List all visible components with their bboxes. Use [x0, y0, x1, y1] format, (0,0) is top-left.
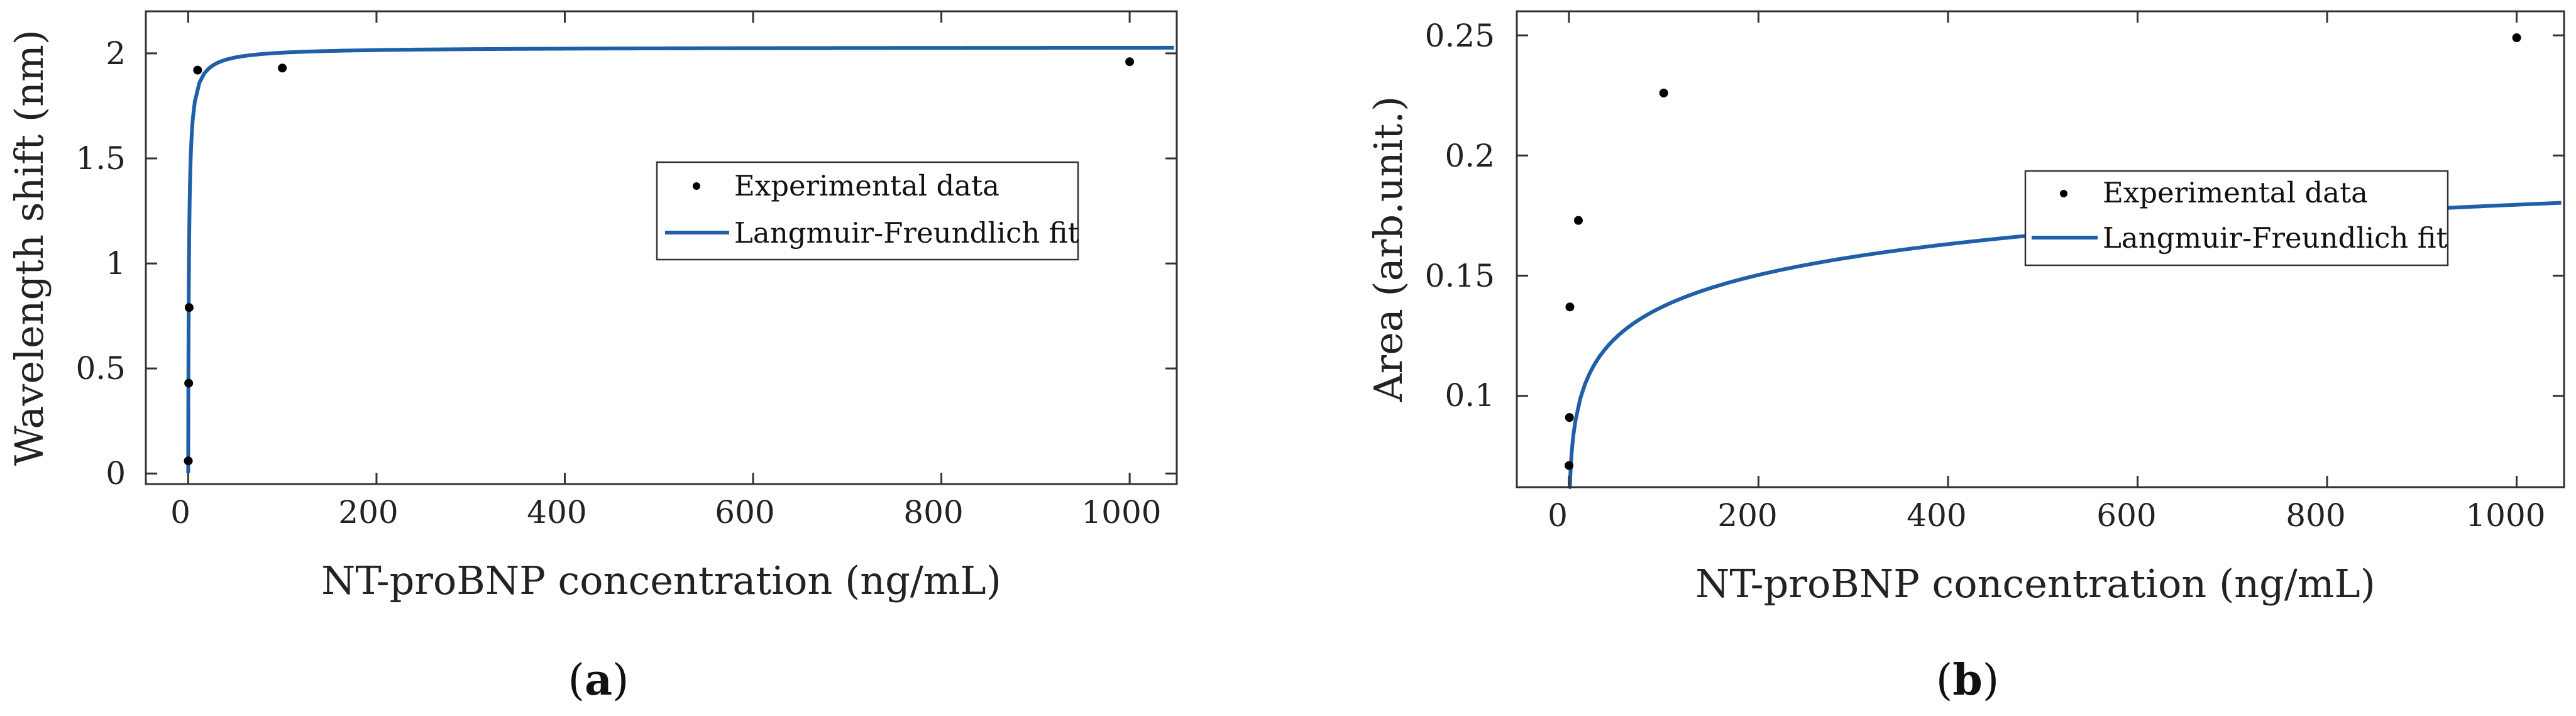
a-panel-letter: a: [585, 655, 612, 705]
b-plot-frame: [1516, 10, 2565, 488]
a-data-point-4: [278, 63, 287, 73]
b-legend-point-marker: [2060, 190, 2067, 197]
b-ytick-label-0.2: 0.2: [1445, 138, 1495, 174]
panel-a: 0 200 400 600 800 1000 0 0.5 1 1.5 2 NT-…: [6, 10, 1178, 705]
b-data-point-1: [1565, 413, 1574, 422]
b-legend-label-fit: Langmuir-Freundlich fit: [2103, 221, 2448, 255]
a-data-point-5: [1125, 57, 1135, 67]
a-xtick-label-400: 400: [527, 494, 586, 531]
a-data-point-3: [193, 65, 202, 75]
b-panel-label: (b): [1936, 655, 2000, 705]
b-xtick-label-1000: 1000: [2465, 497, 2545, 534]
a-xtick-label-600: 600: [715, 494, 774, 531]
b-ytick-label-0.15: 0.15: [1425, 258, 1495, 294]
b-legend: Experimental data Langmuir-Freundlich fi…: [2024, 170, 2449, 267]
a-xtick-label-200: 200: [338, 494, 398, 531]
a-legend-point-marker: [693, 182, 700, 190]
b-y-axis-label: Area (arb.unit.): [1365, 96, 1411, 402]
b-data-point-4: [1659, 88, 1668, 97]
a-ytick-label-2: 2: [106, 35, 126, 72]
b-legend-box: [2024, 170, 2449, 267]
b-ytick-label-0.1: 0.1: [1445, 377, 1495, 414]
a-legend-label-fit: Langmuir-Freundlich fit: [734, 216, 1079, 250]
a-ytick-label-1.5: 1.5: [75, 140, 126, 177]
b-ytick-label-0.25: 0.25: [1425, 18, 1495, 54]
a-data-point-0: [184, 456, 193, 466]
panel-b: 0 200 400 600 800 1000 0.1 0.15 0.2 0.25…: [1365, 10, 2565, 705]
a-axis-ticks: [146, 11, 1177, 484]
a-xtick-label-1000: 1000: [1081, 494, 1161, 531]
a-legend-box: [656, 161, 1079, 261]
a-plot-frame: [145, 10, 1178, 485]
a-xtick-label-800: 800: [903, 494, 963, 531]
b-data-point-0: [1565, 461, 1574, 470]
b-xtick-label-0: 0: [1548, 497, 1568, 534]
b-axis-ticks: [1517, 11, 2564, 487]
a-ytick-label-0: 0: [106, 455, 126, 492]
a-data-point-2: [184, 303, 194, 312]
b-xtick-label-600: 600: [2096, 497, 2156, 534]
a-x-axis-label: NT-proBNP concentration (ng/mL): [321, 558, 1001, 603]
a-legend: Experimental data Langmuir-Freundlich fi…: [656, 161, 1079, 261]
a-ytick-label-0.5: 0.5: [75, 350, 126, 387]
b-x-axis-label: NT-proBNP concentration (ng/mL): [1695, 561, 2375, 607]
a-data-point-1: [184, 378, 194, 388]
a-ytick-label-1: 1: [106, 245, 126, 282]
b-xtick-label-800: 800: [2286, 497, 2345, 534]
b-panel-letter: b: [1952, 655, 1983, 705]
a-panel-label: (a): [568, 655, 629, 705]
b-xtick-label-200: 200: [1717, 497, 1777, 534]
b-xtick-label-400: 400: [1907, 497, 1966, 534]
b-data-points: [1565, 33, 2521, 470]
b-data-point-5: [2512, 33, 2521, 43]
a-y-axis-label: Wavelength shift (nm): [6, 30, 52, 466]
a-xtick-label-0: 0: [170, 494, 190, 531]
b-data-point-2: [1565, 302, 1575, 312]
a-data-points: [184, 57, 1135, 466]
b-legend-label-data: Experimental data: [2103, 176, 2368, 209]
a-legend-label-data: Experimental data: [734, 169, 999, 202]
b-data-point-3: [1574, 216, 1583, 225]
